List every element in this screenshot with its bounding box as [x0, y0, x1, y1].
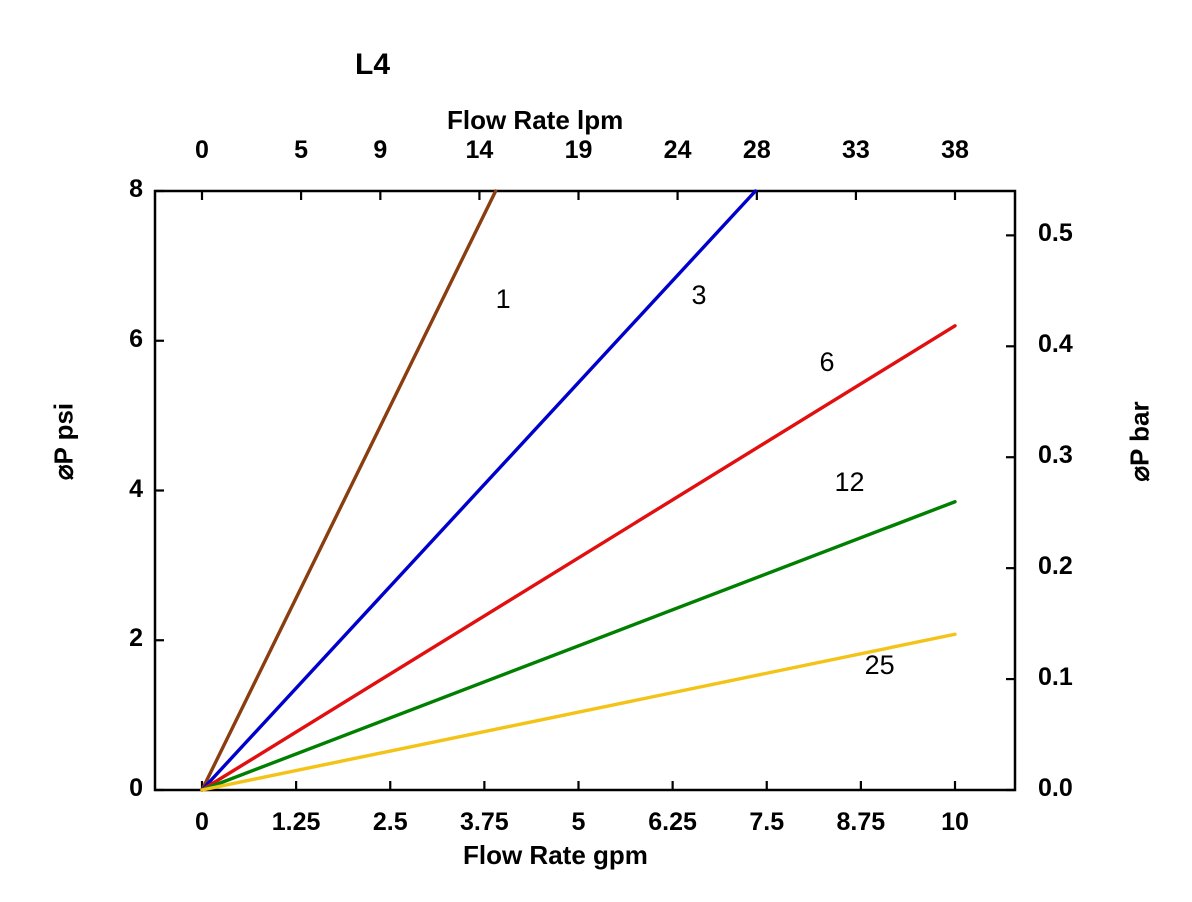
y2tick-label-4: 0.4	[1038, 330, 1073, 359]
y2tick-label-0: 0.0	[1038, 774, 1073, 802]
curve-label-1: 1	[495, 283, 511, 314]
data-curves	[200, 189, 957, 792]
curve-label-3: 3	[691, 279, 707, 310]
top-axis-title: Flow Rate lpm	[447, 105, 624, 135]
ytick-label-0: 0	[129, 774, 143, 802]
xtick-label-2: 2.5	[372, 808, 408, 836]
curve-3	[200, 189, 758, 792]
xtick-label-8: 10	[941, 808, 969, 836]
y2tick-label-5: 0.5	[1038, 219, 1073, 248]
xtick-label-3: 3.75	[460, 808, 509, 836]
y2tick-label-1: 0.1	[1038, 663, 1073, 692]
xtick-label-6: 7.5	[749, 808, 785, 836]
curve-1	[200, 189, 498, 792]
xtick-label-0: 0	[195, 808, 209, 836]
x2tick-label-2: 9	[373, 136, 388, 164]
x2tick-label-7: 33	[842, 136, 870, 164]
y2tick-label-3: 0.3	[1038, 441, 1073, 470]
curve-6	[200, 324, 957, 792]
y2tick-label-2: 0.2	[1038, 552, 1073, 581]
xtick-label-4: 5	[571, 808, 586, 836]
x2tick-label-4: 19	[564, 136, 593, 164]
x2tick-label-5: 24	[663, 136, 692, 164]
xtick-label-5: 6.25	[648, 808, 697, 836]
ytick-label-1: 2	[129, 624, 143, 653]
ytick-label-2: 4	[129, 474, 143, 503]
xtick-label-1: 1.25	[271, 808, 321, 836]
x2tick-label-1: 5	[294, 136, 309, 164]
x2tick-label-0: 0	[195, 136, 209, 164]
curve-12	[200, 500, 957, 792]
ytick-label-4: 8	[129, 175, 143, 203]
x2tick-label-3: 14	[465, 136, 494, 164]
curve-label-25: 25	[864, 650, 895, 681]
x2tick-label-6: 28	[742, 136, 771, 164]
bottom-axis-title: Flow Rate gpm	[463, 840, 648, 870]
axis-ticks	[155, 189, 1015, 792]
chart-title: L4	[355, 48, 391, 81]
x2tick-label-8: 38	[941, 136, 969, 164]
xtick-label-7: 8.75	[836, 808, 886, 836]
curve-label-12: 12	[834, 467, 865, 497]
curve-25	[200, 632, 957, 792]
curve-label-6: 6	[819, 347, 835, 378]
ytick-label-3: 6	[129, 324, 143, 353]
